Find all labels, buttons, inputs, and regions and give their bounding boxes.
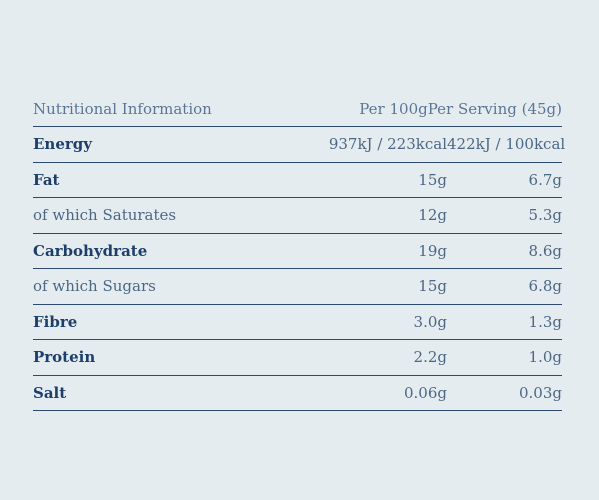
row-per-serving-value: 5.3g: [528, 206, 562, 225]
row-per-serving-value: 8.6g: [528, 241, 562, 260]
row-per-100g-value: 0.06g: [403, 383, 447, 402]
table-row-fat: Fat 15g 6.7g: [33, 163, 562, 198]
row-per-100g-value: 15g: [418, 170, 447, 189]
header-nutritional-information: Nutritional Information: [33, 99, 212, 118]
table-row-fibre: Fibre 3.0g 1.3g: [33, 305, 562, 340]
row-per-serving-value: 6.8g: [528, 277, 562, 296]
table-header-row: Nutritional Information Per 100g Per Ser…: [33, 91, 562, 127]
row-per-serving-value: 0.03g: [518, 383, 562, 402]
row-per-serving-value: 422kJ / 100kcal: [447, 135, 566, 154]
table-row-saturates: of which Saturates 12g 5.3g: [33, 198, 562, 234]
row-label: of which Sugars: [33, 277, 156, 296]
header-per-100g: Per 100g: [359, 99, 428, 118]
row-per-100g-value: 937kJ / 223kcal: [328, 135, 447, 154]
row-per-serving-value: 6.7g: [528, 170, 562, 189]
row-label: Carbohydrate: [33, 241, 148, 260]
row-per-100g-value: 3.0g: [413, 312, 447, 331]
row-per-serving-value: 1.0g: [528, 348, 562, 367]
table-row-salt: Salt 0.06g 0.03g: [33, 376, 562, 411]
table-row-protein: Protein 2.2g 1.0g: [33, 340, 562, 376]
header-per-serving: Per Serving (45g): [427, 99, 562, 118]
row-label: Fibre: [33, 312, 78, 331]
row-per-100g-value: 12g: [418, 206, 447, 225]
row-label: Fat: [33, 170, 60, 189]
row-per-100g-value: 19g: [418, 241, 447, 260]
row-label: Protein: [33, 348, 96, 367]
row-per-100g-value: 2.2g: [413, 348, 447, 367]
nutrition-table: Nutritional Information Per 100g Per Ser…: [33, 91, 566, 411]
row-label: Salt: [33, 383, 67, 402]
table-row-sugars: of which Sugars 15g 6.8g: [33, 269, 562, 305]
row-label: of which Saturates: [33, 206, 177, 225]
table-row-carbohydrate: Carbohydrate 19g 8.6g: [33, 234, 562, 269]
row-per-100g-value: 15g: [418, 277, 447, 296]
row-per-serving-value: 1.3g: [528, 312, 562, 331]
table-row-energy: Energy 937kJ / 223kcal 422kJ / 100kcal: [33, 127, 566, 163]
row-label: Energy: [33, 135, 92, 154]
